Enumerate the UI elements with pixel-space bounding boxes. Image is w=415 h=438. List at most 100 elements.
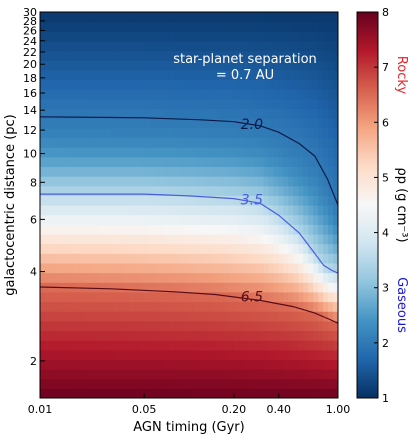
heatmap-cell [328,137,334,148]
heatmap-cell [278,359,284,370]
heatmap-cell [243,89,250,100]
heatmap-cell [198,205,205,216]
heatmap-cell [144,176,150,187]
heatmap-cell [84,262,91,274]
heatmap-cell [308,233,314,245]
heatmap-cell [243,233,250,245]
heatmap-cell [189,224,195,235]
heatmap-cell [154,243,160,254]
heatmap-cell [208,137,215,148]
heatmap-cell [248,224,255,235]
heatmap-cell [253,40,260,52]
heatmap-cell [69,233,76,245]
heatmap-cell [273,176,279,187]
heatmap-cell [243,98,250,110]
heatmap-cell [69,79,76,90]
heatmap-cell [134,359,140,370]
heatmap-cell [298,118,304,129]
heatmap-cell [233,137,240,148]
heatmap-cell [174,243,180,254]
heatmap-cell [69,330,76,341]
heatmap-cell [218,340,225,351]
heatmap-cell [283,89,289,100]
heatmap-cell [223,185,230,196]
heatmap-cell [94,369,101,380]
heatmap-cell [119,195,126,206]
heatmap-cell [278,205,284,216]
heatmap-cell [84,369,91,380]
heatmap-cell [238,147,245,158]
heatmap-cell [114,12,121,23]
heatmap-cell [218,205,225,216]
heatmap-cell [104,12,111,23]
heatmap-cell [308,253,314,264]
heatmap-cell [323,21,329,32]
heatmap-cell [193,253,200,264]
heatmap-cell [174,311,180,322]
heatmap-cell [228,21,235,32]
heatmap-cell [134,253,140,264]
heatmap-cell [223,89,230,100]
heatmap-cell [203,127,210,139]
heatmap-cell [223,320,230,332]
heatmap-cell [318,272,324,283]
heatmap-cell [40,272,46,283]
heatmap-cell [84,98,91,110]
heatmap-cell [313,21,319,32]
heatmap-cell [278,156,284,167]
heatmap-cell [268,166,275,177]
heatmap-cell [164,137,170,148]
heatmap-cell [198,89,205,100]
heatmap-cell [139,89,145,100]
heatmap-cell [198,176,205,187]
heatmap-cell [74,253,81,264]
heatmap-cell [69,369,76,380]
heatmap-cell [164,282,170,293]
heatmap-cell [233,21,240,32]
heatmap-cell [318,118,324,129]
heatmap-cell [54,262,61,274]
heatmap-cell [139,214,145,225]
heatmap-cell [318,205,324,216]
heatmap-cell [64,79,71,90]
heatmap-cell [273,262,279,274]
heatmap-cell [328,12,334,23]
heatmap-cell [298,156,304,167]
heatmap-cell [69,69,76,81]
heatmap-cell [328,330,334,341]
heatmap-cell [174,176,180,187]
heatmap-cell [104,137,111,148]
heatmap-cell [263,127,270,139]
heatmap-cell [54,349,61,360]
heatmap-cell [213,359,220,370]
heatmap-cell [159,156,165,167]
heatmap-cell [94,185,101,196]
heatmap-cell [134,349,140,360]
heatmap-cell [59,195,66,206]
heatmap-cell [104,60,111,71]
heatmap-cell [79,272,86,283]
heatmap-cell [189,166,195,177]
heatmap-cell [129,359,135,370]
heatmap-cell [149,388,155,398]
heatmap-cell [333,166,338,177]
heatmap-cell [64,60,71,71]
heatmap-cell [79,340,86,351]
heatmap-cell [54,378,61,389]
heatmap-cell [288,89,294,100]
heatmap-cell [49,301,56,312]
heatmap-cell [208,79,215,90]
heatmap-cell [54,330,61,341]
heatmap-cell [263,233,270,245]
heatmap-cell [258,118,265,129]
heatmap-cell [323,98,329,110]
heatmap-cell [49,176,56,187]
heatmap-cell [134,60,140,71]
heatmap-cell [298,195,304,206]
heatmap-cell [258,79,265,90]
heatmap-cell [164,301,170,312]
heatmap-cell [179,21,185,32]
heatmap-cell [89,195,96,206]
heatmap-cell [298,79,304,90]
heatmap-cell [313,166,319,177]
